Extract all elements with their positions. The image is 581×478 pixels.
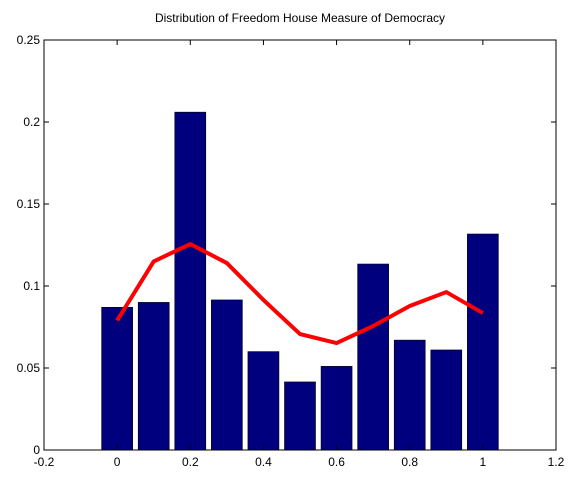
bar (174, 111, 207, 451)
y-tick-label: 0.2 (23, 115, 40, 129)
bar (137, 302, 170, 451)
bar (247, 351, 280, 451)
x-tick-label: 0.8 (401, 455, 418, 469)
y-tick-label: 0.25 (17, 33, 41, 47)
bar (211, 299, 243, 451)
y-tick-label: 0 (33, 443, 40, 457)
chart-title: Distribution of Freedom House Measure of… (155, 11, 445, 25)
axes-box (43, 39, 557, 451)
y-tick-label: 0.05 (17, 361, 41, 375)
bar (284, 381, 316, 451)
bar (430, 349, 463, 451)
x-tick-label: 0 (114, 455, 121, 469)
x-tick-label: -0.2 (34, 455, 55, 469)
bar (467, 233, 499, 451)
line (115, 242, 484, 346)
bar (357, 263, 389, 451)
bar (101, 307, 133, 451)
bar (393, 339, 426, 451)
y-tick-label: 0.1 (23, 279, 40, 293)
x-tick-label: 0.6 (328, 455, 345, 469)
x-tick-label: 0.2 (182, 455, 199, 469)
x-tick-label: 1.2 (548, 455, 565, 469)
y-tick-label: 0.15 (17, 197, 41, 211)
x-tick-label: 1 (480, 455, 487, 469)
bar (320, 366, 353, 451)
x-tick-label: 0.4 (255, 455, 272, 469)
